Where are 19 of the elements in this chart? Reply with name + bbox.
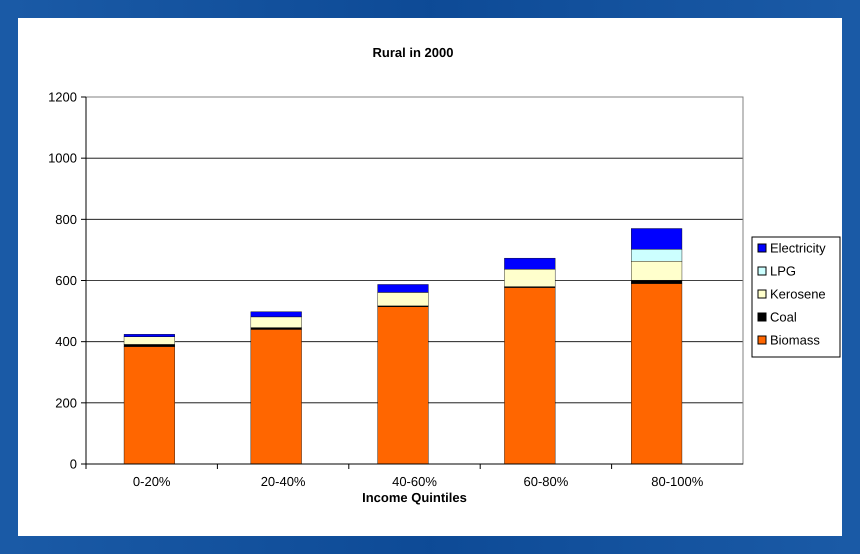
y-tick-label: 1200 xyxy=(48,90,77,105)
legend-label: Coal xyxy=(770,310,797,325)
x-axis-title: Income Quintiles xyxy=(362,490,467,505)
y-tick-label: 600 xyxy=(55,273,77,288)
legend-label: Biomass xyxy=(770,332,820,348)
legend-label: Electricity xyxy=(770,240,826,256)
chart-title: Rural in 2000 xyxy=(372,45,454,60)
x-tick-label: 40-60% xyxy=(392,474,438,489)
y-tick-label: 0 xyxy=(70,456,77,472)
y-tick-label: 400 xyxy=(55,334,77,350)
x-tick-label: 20-40% xyxy=(260,474,306,489)
y-tick-label: 800 xyxy=(55,212,77,227)
y-tick-label: 200 xyxy=(55,395,77,410)
legend-label: Kerosene xyxy=(770,286,826,302)
x-tick-label: 80-100% xyxy=(651,474,704,489)
legend-label: LPG xyxy=(770,264,796,279)
x-tick-label: 0-20% xyxy=(132,474,171,489)
y-tick-label: 1000 xyxy=(48,150,77,166)
x-tick-label: 60-80% xyxy=(523,474,569,489)
